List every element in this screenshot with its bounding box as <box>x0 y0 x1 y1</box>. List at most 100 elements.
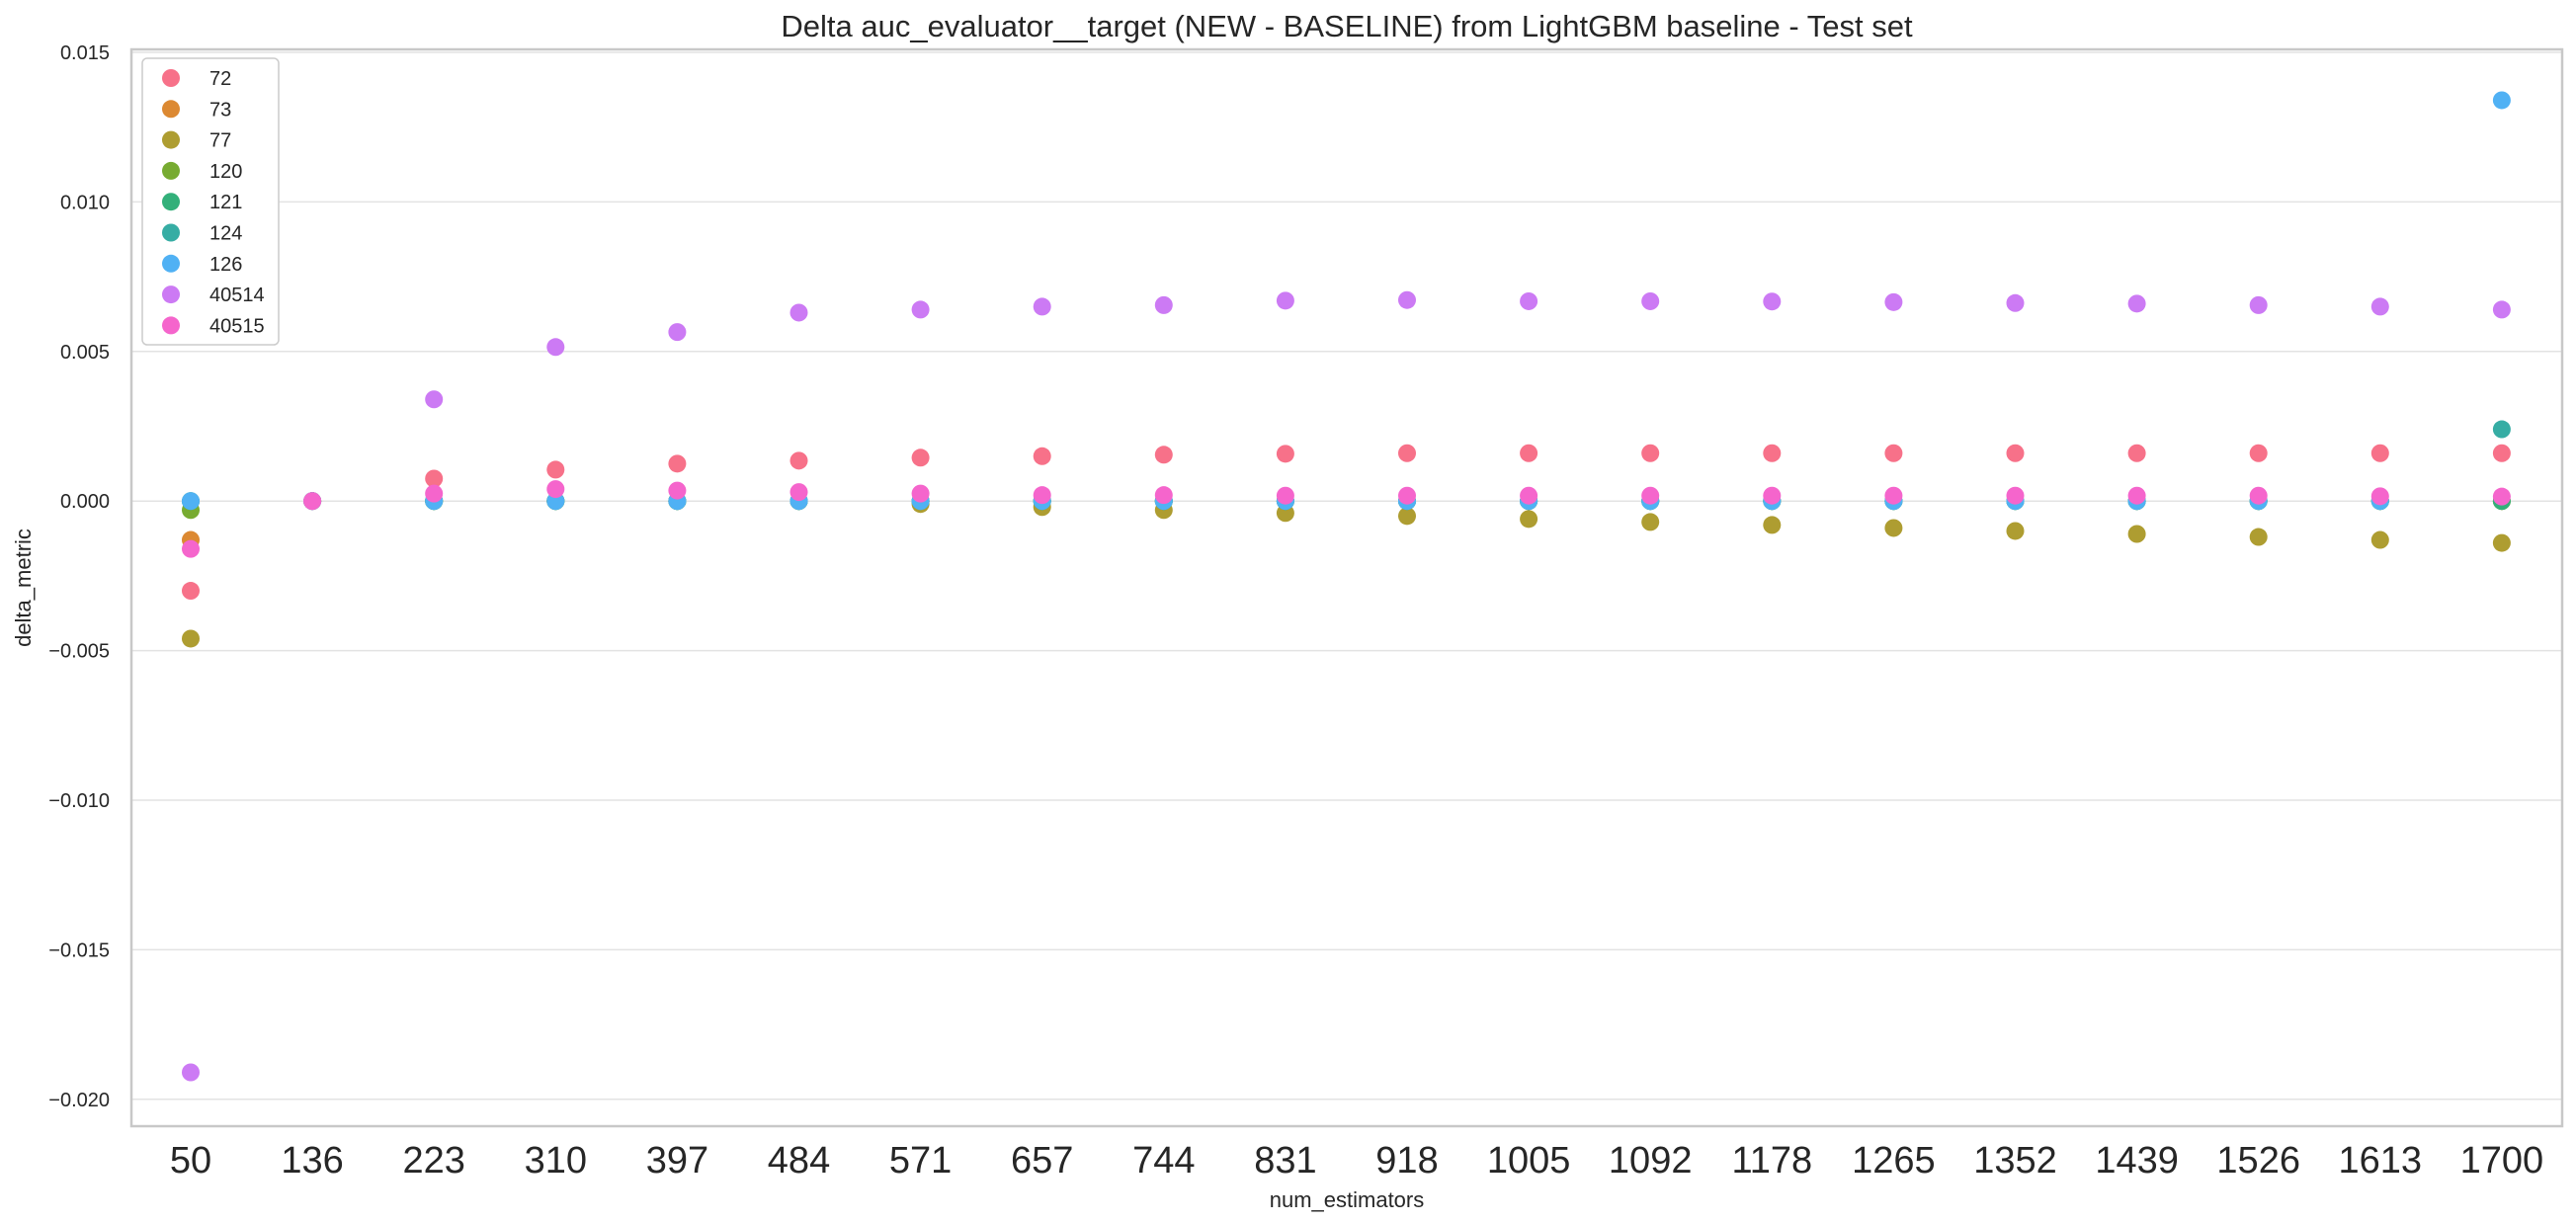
x-tick-label: 571 <box>889 1140 952 1182</box>
data-point-series-40514 <box>1154 295 1173 314</box>
plot-area-frame <box>129 47 2564 1128</box>
data-point-series-40515 <box>1276 486 1294 505</box>
data-point-series-72 <box>1154 446 1173 464</box>
data-point-series-72 <box>668 454 687 473</box>
y-tick-label: 0.010 <box>60 192 110 213</box>
x-tick-label: 1352 <box>1973 1140 2057 1182</box>
data-point-series-72 <box>1276 445 1294 463</box>
data-point-series-40515 <box>1641 486 1660 505</box>
data-point-series-40514 <box>1520 291 1538 310</box>
data-point-series-72 <box>1641 444 1660 462</box>
data-point-series-77 <box>2127 525 2146 543</box>
data-point-series-40515 <box>2492 487 2511 506</box>
data-point-series-40514 <box>2492 300 2511 319</box>
data-point-series-126 <box>2492 91 2511 110</box>
x-tick-label: 744 <box>1132 1140 1195 1182</box>
data-point-series-77 <box>1398 507 1416 526</box>
x-tick-label: 310 <box>525 1140 587 1182</box>
data-point-series-40515 <box>1884 486 1903 505</box>
y-tick-label: 0.015 <box>60 42 110 64</box>
y-tick-label: −0.015 <box>48 939 110 961</box>
data-point-series-40515 <box>2006 486 2025 505</box>
x-tick-label: 1700 <box>2460 1140 2544 1182</box>
data-point-series-72 <box>911 448 930 467</box>
data-point-series-72 <box>182 582 200 601</box>
data-point-series-40514 <box>1884 292 1903 311</box>
x-tick-label: 223 <box>402 1140 464 1182</box>
legend-marker <box>162 161 180 180</box>
legend-label: 72 <box>209 68 231 90</box>
data-point-series-77 <box>2006 522 2025 540</box>
data-point-series-77 <box>1520 510 1538 529</box>
data-point-series-72 <box>2127 444 2146 462</box>
data-point-series-40514 <box>1033 297 1051 316</box>
x-axis-label: num_estimators <box>1270 1187 1425 1212</box>
x-tick-label: 50 <box>170 1140 211 1182</box>
legend-marker <box>162 69 180 87</box>
data-point-series-40515 <box>789 483 808 502</box>
data-point-series-40515 <box>668 481 687 500</box>
data-point-series-40515 <box>2127 486 2146 505</box>
y-tick-label: 0.000 <box>60 491 110 513</box>
data-point-series-40515 <box>425 484 444 503</box>
x-tick-label: 1005 <box>1487 1140 1571 1182</box>
data-point-series-40514 <box>789 303 808 322</box>
y-axis-tick-labels: 0.015 0.010 0.005 0.000 −0.005 −0.010 −0.015 −0… <box>48 42 110 1111</box>
data-point-series-40514 <box>425 390 444 409</box>
data-point-series-40514 <box>2127 294 2146 313</box>
legend-label: 73 <box>209 99 231 121</box>
data-point-series-77 <box>2492 533 2511 552</box>
data-point-series-40514 <box>911 300 930 319</box>
data-point-series-40515 <box>2370 487 2389 506</box>
legend-label: 124 <box>209 223 242 245</box>
legend-box <box>141 57 280 346</box>
legend-marker <box>162 223 180 242</box>
legend: 72 73 77 120 121 124 126 40514 40515 <box>141 57 280 346</box>
x-tick-label: 1439 <box>2095 1140 2179 1182</box>
x-tick-label: 136 <box>281 1140 343 1182</box>
data-point-series-72 <box>1884 444 1903 462</box>
data-point-series-40514 <box>1398 290 1416 309</box>
legend-marker <box>162 254 180 273</box>
data-point-series-126 <box>182 492 200 511</box>
x-axis-tick-labels: 50 136 223 310 397 484 571 657 744 831 918 1005 1092… <box>170 1140 2543 1182</box>
data-point-series-72 <box>425 469 444 488</box>
legend-marker <box>162 193 180 211</box>
data-point-series-77 <box>2249 528 2268 546</box>
y-axis-label: delta_metric <box>11 529 36 647</box>
data-points <box>182 91 2511 1082</box>
data-point-series-40514 <box>2370 297 2389 316</box>
legend-label: 40514 <box>209 285 265 306</box>
data-point-series-72 <box>1398 444 1416 462</box>
data-point-series-40515 <box>1033 486 1051 505</box>
data-point-series-40514 <box>668 323 687 342</box>
data-point-series-40515 <box>1154 486 1173 505</box>
data-point-series-72 <box>789 451 808 470</box>
data-point-series-40515 <box>1398 486 1416 505</box>
data-point-series-40515 <box>546 480 565 499</box>
data-point-series-72 <box>2006 444 2025 462</box>
data-point-series-40514 <box>546 338 565 357</box>
x-tick-label: 918 <box>1375 1140 1438 1182</box>
y-tick-label: 0.005 <box>60 342 110 364</box>
data-point-series-72 <box>2249 444 2268 462</box>
data-point-series-77 <box>1641 513 1660 531</box>
data-point-series-40515 <box>1763 486 1782 505</box>
data-point-series-40514 <box>1641 291 1660 310</box>
legend-marker <box>162 285 180 304</box>
legend-label: 121 <box>209 192 242 213</box>
data-point-series-40514 <box>1276 291 1294 310</box>
data-point-series-40515 <box>303 492 322 511</box>
data-point-series-40514 <box>182 1063 200 1082</box>
data-point-series-40514 <box>1763 292 1782 311</box>
legend-label: 120 <box>209 161 242 183</box>
data-point-series-124 <box>2492 420 2511 439</box>
data-point-series-40515 <box>2249 486 2268 505</box>
x-tick-label: 1526 <box>2216 1140 2300 1182</box>
data-point-series-72 <box>1033 447 1051 465</box>
x-tick-label: 484 <box>768 1140 830 1182</box>
y-tick-label: −0.020 <box>48 1090 110 1111</box>
data-point-series-72 <box>2492 444 2511 462</box>
data-point-series-40515 <box>182 539 200 558</box>
